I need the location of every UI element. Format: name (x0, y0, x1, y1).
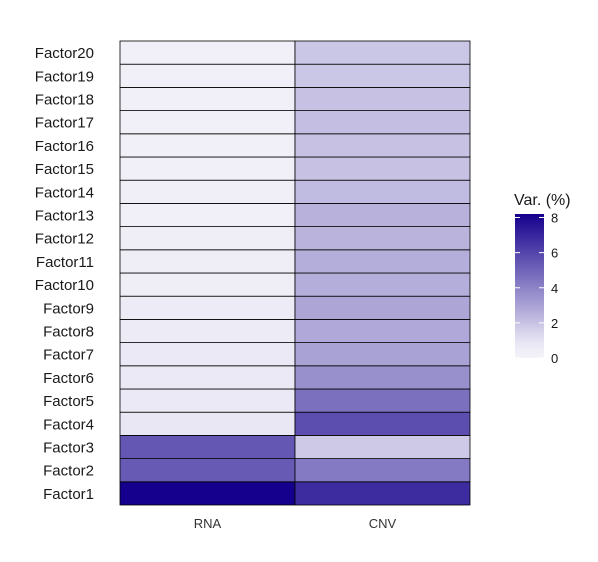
heatmap-cell-factor3-cnv (294, 434, 471, 459)
heatmap-cell-factor13-cnv (294, 202, 471, 227)
heatmap-cell-factor9-rna (119, 295, 296, 320)
heatmap-cell-factor15-cnv (294, 156, 471, 181)
legend-color-bar (515, 214, 544, 358)
heatmap-cell-factor11-rna (119, 249, 296, 274)
heatmap-cell-factor3-rna (119, 434, 296, 459)
heatmap-cell-factor7-rna (119, 342, 296, 367)
heatmap-cell-factor17-cnv (294, 110, 471, 135)
heatmap-cell-factor18-cnv (294, 87, 471, 112)
heatmap-cell-factor20-cnv (294, 40, 471, 65)
heatmap-cell-factor11-cnv (294, 249, 471, 274)
row-label: Factor19 (35, 68, 94, 85)
row-label: Factor5 (43, 393, 94, 410)
heatmap-cell-factor10-cnv (294, 272, 471, 297)
row-label: Factor15 (35, 161, 94, 178)
heatmap-cell-factor8-rna (119, 318, 296, 343)
heatmap-cell-factor14-cnv (294, 179, 471, 204)
heatmap-cell-factor6-rna (119, 365, 296, 390)
heatmap-cell-factor13-rna (119, 202, 296, 227)
row-label: Factor8 (43, 324, 94, 341)
heatmap-cell-factor5-cnv (294, 388, 471, 413)
row-label: Factor13 (35, 208, 94, 225)
column-label: CNV (369, 516, 397, 531)
row-label: Factor12 (35, 231, 94, 248)
row-label: Factor10 (35, 277, 94, 294)
row-label: Factor14 (35, 184, 94, 201)
row-label: Factor16 (35, 138, 94, 155)
legend-tick-label: 8 (551, 211, 558, 226)
heatmap-cell-factor14-rna (119, 179, 296, 204)
heatmap-cell-factor4-rna (119, 411, 296, 436)
heatmap-cell-factor20-rna (119, 40, 296, 65)
row-label: Factor3 (43, 440, 94, 457)
heatmap-cell-factor10-rna (119, 272, 296, 297)
heatmap-cell-factor16-cnv (294, 133, 471, 158)
row-label: Factor20 (35, 45, 94, 62)
row-label: Factor11 (36, 254, 94, 271)
row-label: Factor17 (35, 115, 94, 132)
heatmap-cell-factor2-cnv (294, 458, 471, 483)
row-label: Factor7 (43, 347, 94, 364)
legend-tick-label: 2 (551, 316, 558, 331)
column-labels: RNA CNV (194, 516, 397, 531)
heatmap-cell-factor18-rna (119, 87, 296, 112)
row-label: Factor2 (43, 463, 94, 480)
row-label: Factor4 (43, 416, 94, 433)
legend-tick-label: 4 (551, 281, 558, 296)
heatmap-cell-factor12-cnv (294, 226, 471, 251)
row-label: Factor1 (43, 486, 94, 503)
heatmap-cell-factor9-cnv (294, 295, 471, 320)
heatmap-cells (119, 40, 471, 506)
row-labels: Factor1 Factor2 Factor3 Factor4 Factor5 Facto… (35, 45, 94, 503)
heatmap-cell-factor15-rna (119, 156, 296, 181)
legend-tick-label: 6 (551, 246, 558, 261)
heatmap-cell-factor7-cnv (294, 342, 471, 367)
heatmap-cell-factor19-rna (119, 63, 296, 88)
heatmap-cell-factor6-cnv (294, 365, 471, 390)
legend-title: Var. (%) (514, 192, 571, 209)
heatmap-cell-factor17-rna (119, 110, 296, 135)
row-label: Factor18 (35, 92, 94, 109)
heatmap-cell-factor16-rna (119, 133, 296, 158)
row-label: Factor6 (43, 370, 94, 387)
color-legend: Var. (%) 0 2 4 6 8 (514, 192, 571, 366)
legend-tick-label: 0 (551, 351, 558, 366)
legend-ticks: 0 2 4 6 8 (515, 211, 558, 366)
heatmap-cell-factor12-rna (119, 226, 296, 251)
column-label: RNA (194, 516, 222, 531)
heatmap-cell-factor8-cnv (294, 318, 471, 343)
heatmap-cell-factor5-rna (119, 388, 296, 413)
heatmap-cell-factor1-cnv (294, 481, 471, 506)
heatmap-cell-factor1-rna (119, 481, 296, 506)
heatmap-cell-factor2-rna (119, 458, 296, 483)
heatmap-cell-factor4-cnv (294, 411, 471, 436)
row-label: Factor9 (43, 300, 94, 317)
heatmap-cell-factor19-cnv (294, 63, 471, 88)
